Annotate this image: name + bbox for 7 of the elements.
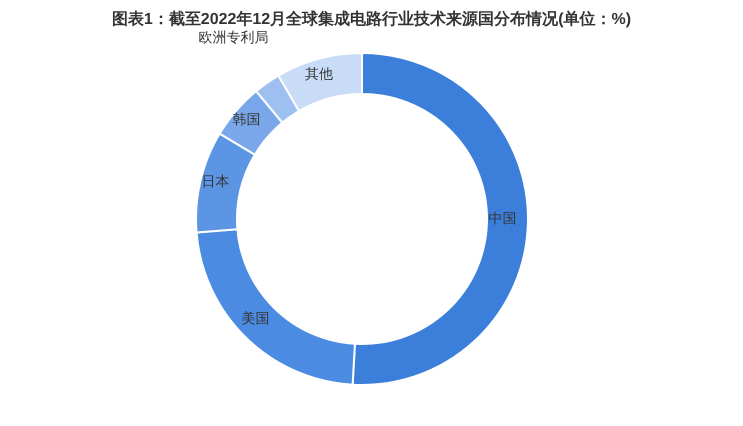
slice-label: 日本 [201, 172, 230, 189]
slice-label: 其他 [305, 66, 334, 82]
slice-label: 欧洲专利局 [198, 29, 268, 46]
slice-label: 韩国 [232, 111, 261, 128]
slice-label: 中国 [488, 210, 516, 226]
chart-title: 图表1：截至2022年12月全球集成电路行业技术来源国分布情况(单位：%) [110, 10, 632, 30]
slice-label: 美国 [241, 310, 270, 326]
